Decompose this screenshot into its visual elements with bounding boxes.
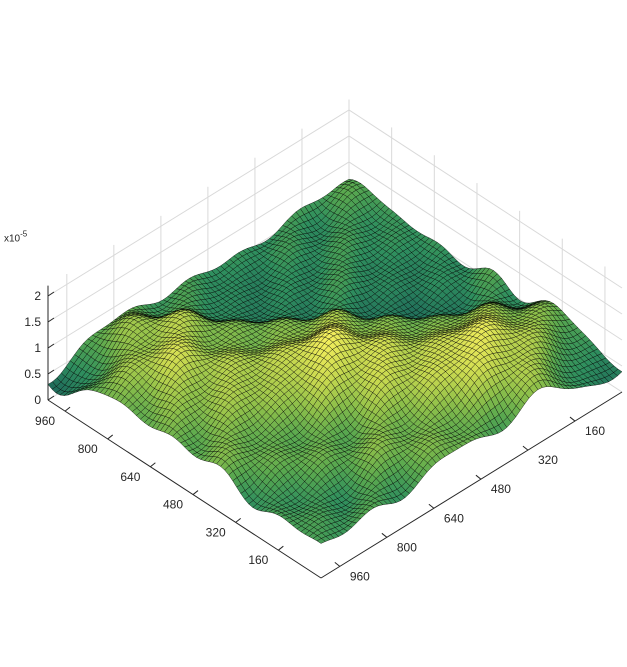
y-tick-label: 960 bbox=[350, 569, 370, 583]
z-tick-label: 0.5 bbox=[24, 367, 41, 381]
x-tick-label: 640 bbox=[120, 470, 140, 484]
z-tick-label: 2 bbox=[34, 289, 41, 303]
grid-line bbox=[47, 135, 623, 323]
z-tick bbox=[47, 317, 55, 323]
x-tick-label: 960 bbox=[35, 414, 55, 428]
x-tick bbox=[107, 434, 114, 440]
z-tick-label: 0 bbox=[34, 393, 41, 407]
z-tick bbox=[47, 395, 55, 401]
z-tick bbox=[47, 369, 55, 375]
x-tick bbox=[192, 490, 199, 495]
surface-mesh bbox=[47, 178, 623, 544]
z-tick bbox=[47, 343, 55, 349]
y-tick-label: 800 bbox=[397, 540, 417, 554]
grid-line bbox=[47, 109, 623, 297]
x-tick-label: 800 bbox=[78, 442, 98, 456]
y-tick bbox=[428, 503, 435, 509]
x-tick bbox=[150, 462, 156, 468]
y-tick bbox=[475, 474, 482, 480]
x-tick bbox=[235, 517, 241, 523]
y-tick bbox=[522, 445, 529, 451]
z-exponent-base: x10 bbox=[4, 234, 21, 245]
y-tick-label: 160 bbox=[585, 424, 605, 438]
y-tick-label: 480 bbox=[491, 482, 511, 496]
x-tick bbox=[278, 545, 284, 551]
x-tick-label: 160 bbox=[248, 553, 268, 567]
x-tick bbox=[64, 406, 71, 412]
z-exponent-label: x10-5 bbox=[4, 230, 28, 245]
y-tick bbox=[334, 561, 341, 567]
y-tick-label: 320 bbox=[538, 453, 558, 467]
y-tick-label: 640 bbox=[444, 511, 464, 525]
z-tick-label: 1.5 bbox=[24, 315, 41, 329]
y-tick bbox=[569, 416, 576, 422]
z-exponent-power: -5 bbox=[20, 230, 28, 239]
grid-line bbox=[47, 161, 623, 349]
x-tick-label: 320 bbox=[206, 525, 226, 539]
y-tick bbox=[381, 532, 388, 538]
z-tick bbox=[47, 291, 55, 297]
x-tick-label: 480 bbox=[163, 498, 183, 512]
z-tick-label: 1 bbox=[34, 341, 41, 355]
